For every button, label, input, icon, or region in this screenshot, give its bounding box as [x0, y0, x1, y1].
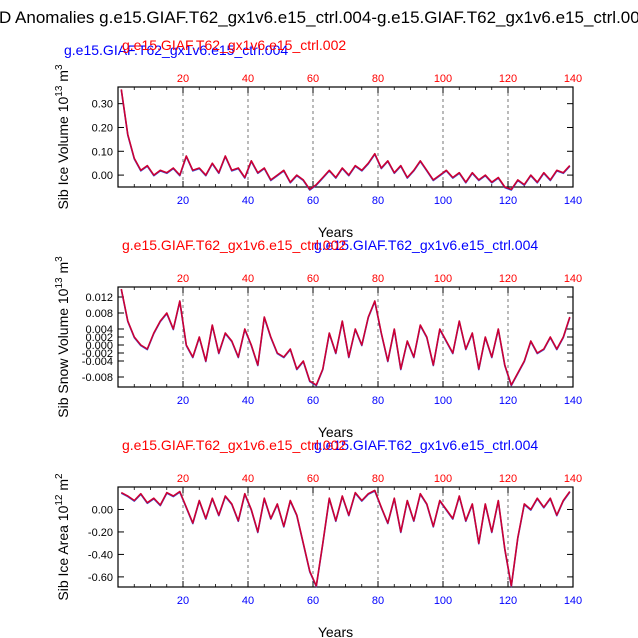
x-tick-label-top: 120	[499, 273, 517, 285]
y-axis-label-exponent: 13	[54, 277, 65, 289]
x-tick-label-top: 140	[564, 473, 582, 485]
y-tick-label: -0.60	[88, 572, 113, 584]
y-axis-label-part: m	[55, 70, 71, 86]
x-tick-label-top: 120	[499, 473, 517, 485]
y-axis-label-part: m	[55, 262, 71, 278]
x-tick-label-top: 140	[564, 273, 582, 285]
y-axis-label-part: m	[55, 479, 71, 495]
y-axis-label-part: Sib Ice Area 10	[55, 505, 71, 600]
x-tick-label-top: 20	[177, 73, 189, 85]
chart-panel-3: 20 20 40 40 60 60 80 80 100 100 120 120 140 140 0.00 -0…	[54, 437, 582, 638]
x-tick-label-top: 60	[307, 273, 319, 285]
x-tick-label-top: 80	[372, 473, 384, 485]
x-tick-label-bottom: 20	[177, 395, 189, 407]
x-tick-label-top: 60	[307, 73, 319, 85]
y-tick-label: -0.20	[88, 527, 113, 539]
y-axis-label: Sib Ice Area 1012 m2	[54, 473, 71, 601]
x-tick-label-top: 120	[499, 73, 517, 85]
x-tick-label-bottom: 60	[307, 395, 319, 407]
x-tick-label-bottom: 20	[177, 195, 189, 207]
x-tick-label-top: 20	[177, 273, 189, 285]
x-tick-label-bottom: 40	[242, 595, 254, 607]
y-tick-label: 0.002	[85, 332, 113, 344]
x-tick-label-top: 60	[307, 473, 319, 485]
y-tick-label: -0.004	[82, 356, 113, 368]
x-tick-label-top: 80	[372, 273, 384, 285]
x-tick-label-top: 20	[177, 473, 189, 485]
x-tick-label-bottom: 120	[499, 395, 517, 407]
x-tick-label-bottom: 100	[434, 595, 452, 607]
x-tick-label-bottom: 100	[434, 395, 452, 407]
y-axis-label-part: Sib Ice Volume 10	[55, 96, 71, 209]
y-tick-label: 0.00	[92, 504, 113, 516]
x-axis-label: Years	[318, 424, 353, 440]
y-axis-label-exponent: 3	[54, 256, 65, 262]
y-axis-label: Sib Ice Volume 1013 m3	[54, 64, 71, 210]
x-tick-label-bottom: 60	[307, 595, 319, 607]
chart-panel-1: 20 20 40 40 60 60 80 80 100 100 120 120 140 140 0.00 0.…	[54, 37, 582, 240]
x-tick-label-top: 100	[434, 273, 452, 285]
x-tick-label-top: 80	[372, 73, 384, 85]
x-tick-label-top: 100	[434, 73, 452, 85]
series-line-ctrl004	[120, 89, 571, 191]
y-tick-label: 0.008	[85, 308, 113, 320]
x-tick-label-top: 40	[242, 473, 254, 485]
x-tick-label-bottom: 20	[177, 595, 189, 607]
plot-frame	[117, 486, 574, 588]
x-tick-label-top: 40	[242, 73, 254, 85]
y-axis-label-part: Sib Snow Volume 10	[55, 288, 71, 417]
chart-title-red: g.e15.GIAF.T62_gx1v6.e15_ctrl.002	[122, 437, 346, 453]
x-tick-label-top: 40	[242, 273, 254, 285]
x-axis-label: Years	[318, 224, 353, 240]
chart-title-blue: g.e15.GIAF.T62_gx1v6.e15_ctrl.004	[314, 437, 538, 453]
y-tick-label: 0.30	[92, 99, 113, 111]
x-tick-label-bottom: 80	[372, 395, 384, 407]
x-tick-label-bottom: 140	[564, 195, 582, 207]
y-tick-label: 0.10	[92, 146, 113, 158]
y-tick-label: -0.008	[82, 372, 113, 384]
series-line-ctrl002	[120, 89, 571, 191]
series-line-ctrl002	[120, 288, 571, 386]
chart-title-blue: g.e15.GIAF.T62_gx1v6.e15_ctrl.004	[64, 42, 288, 58]
x-tick-label-bottom: 140	[564, 595, 582, 607]
series-line-ctrl002	[120, 489, 571, 587]
chart-title-red: g.e15.GIAF.T62_gx1v6.e15_ctrl.002	[122, 237, 346, 253]
y-tick-label: 0.000	[85, 340, 113, 352]
y-tick-label: -0.40	[88, 549, 113, 561]
y-axis-label-exponent: 12	[54, 494, 65, 506]
x-axis-label: Years	[318, 624, 353, 638]
figure-title: D Anomalies g.e15.GIAF.T62_gx1v6.e15_ctr…	[0, 8, 638, 27]
x-tick-label-bottom: 80	[372, 195, 384, 207]
y-tick-label: 0.012	[85, 292, 113, 304]
chart-title-blue: g.e15.GIAF.T62_gx1v6.e15_ctrl.004	[314, 237, 538, 253]
y-tick-label: 0.20	[92, 122, 113, 134]
x-tick-label-bottom: 120	[499, 595, 517, 607]
chart-panel-2: 20 20 40 40 60 60 80 80 100 100 120 120 140 140 -0.008…	[54, 237, 582, 440]
y-axis-label: Sib Snow Volume 1013 m3	[54, 256, 71, 418]
x-tick-label-top: 140	[564, 73, 582, 85]
x-tick-label-top: 100	[434, 473, 452, 485]
x-tick-label-bottom: 60	[307, 195, 319, 207]
x-tick-label-bottom: 40	[242, 395, 254, 407]
y-axis-label-exponent: 3	[54, 64, 65, 70]
x-tick-label-bottom: 80	[372, 595, 384, 607]
x-tick-label-bottom: 120	[499, 195, 517, 207]
x-tick-label-bottom: 100	[434, 195, 452, 207]
x-tick-label-bottom: 140	[564, 395, 582, 407]
y-axis-label-exponent: 13	[54, 85, 65, 97]
x-tick-label-bottom: 40	[242, 195, 254, 207]
y-tick-label: -0.002	[82, 348, 113, 360]
y-tick-label: 0.00	[92, 170, 113, 182]
y-tick-label: 0.004	[85, 324, 113, 336]
y-axis-label-exponent: 2	[54, 473, 65, 479]
chart-title-red: g.e15.GIAF.T62_gx1v6.e15_ctrl.002	[122, 37, 346, 53]
